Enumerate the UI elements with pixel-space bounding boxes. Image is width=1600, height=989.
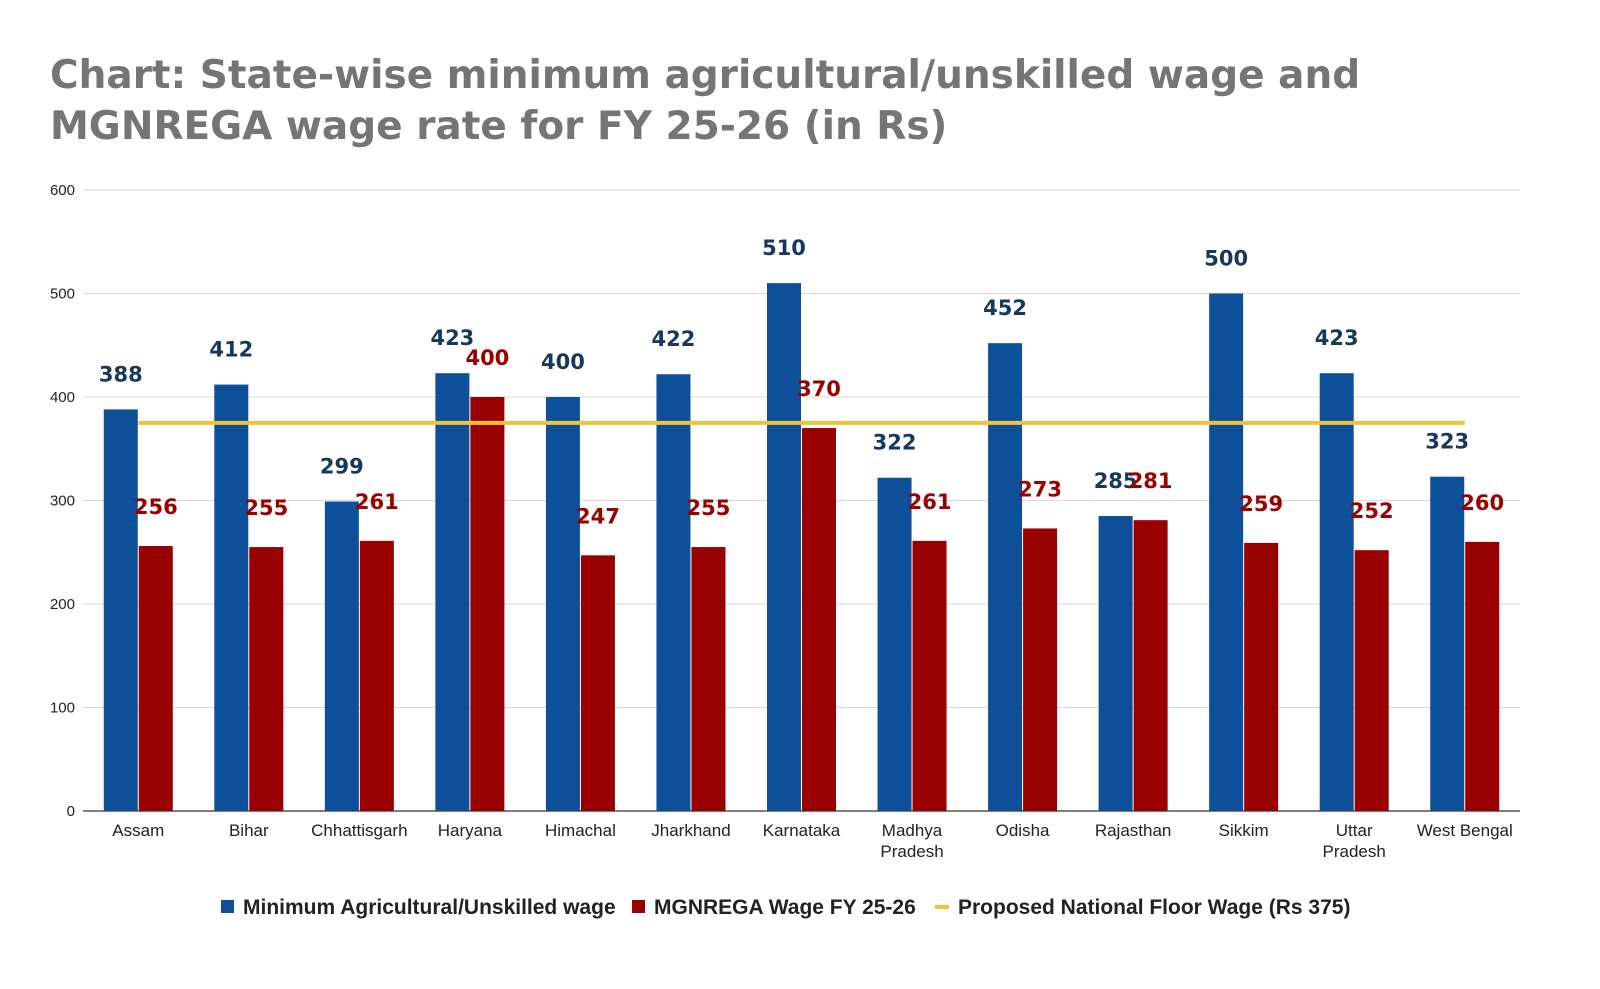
legend: Minimum Agricultural/Unskilled wage MGNRE… [221,896,1350,919]
data-label-mgnrega-wage: 252 [1350,499,1394,523]
x-category-label: West Bengal [1417,821,1513,840]
bar-mgnrega-wage [470,397,505,811]
x-category-label: Odisha [996,821,1050,840]
chart-title-line-2: MGNREGA wage rate for FY 25-26 (in Rs) [50,104,948,149]
legend-swatch-mgnrega-wage [632,900,645,913]
data-label-mgnrega-wage: 273 [1018,477,1062,501]
x-category-label: Chhattisgarh [311,821,407,840]
y-tick-label: 600 [50,182,75,199]
data-label-minimum-wage: 388 [99,362,143,386]
bar-mgnrega-wage [580,555,615,811]
data-label-mgnrega-wage: 400 [465,346,509,370]
legend-label-minimum-wage: Minimum Agricultural/Unskilled wage [243,896,616,919]
x-category-label: Pradesh [1323,842,1386,861]
legend-label-mgnrega-wage: MGNREGA Wage FY 25-26 [654,896,916,919]
data-label-minimum-wage: 412 [209,338,253,362]
data-label-mgnrega-wage: 255 [687,496,731,520]
data-label-minimum-wage: 423 [1315,326,1359,350]
bar-minimum-wage [877,477,912,811]
data-label-minimum-wage: 510 [762,236,806,260]
x-category-label: Karnataka [763,821,841,840]
data-label-minimum-wage: 422 [652,327,696,351]
data-label-minimum-wage: 400 [541,350,585,374]
bar-minimum-wage [988,343,1023,811]
data-label-mgnrega-wage: 255 [244,496,288,520]
legend-label-floor-wage: Proposed National Floor Wage (Rs 375) [958,896,1350,919]
bar-minimum-wage [656,374,691,811]
chart-title-line-1: Chart: State-wise minimum agricultural/u… [50,53,1361,98]
data-label-mgnrega-wage: 259 [1239,492,1283,516]
x-category-label: Madhya [882,821,943,840]
bar-mgnrega-wage [138,546,173,811]
data-label-minimum-wage: 322 [873,431,917,455]
x-category-label: Assam [112,821,164,840]
bar-minimum-wage [1319,373,1354,811]
data-label-mgnrega-wage: 260 [1460,491,1504,515]
y-tick-label: 0 [67,803,75,820]
bar-mgnrega-wage [359,540,394,811]
y-tick-label: 400 [50,389,75,406]
data-label-minimum-wage: 299 [320,455,364,479]
bar-mgnrega-wage [912,540,947,811]
gridlines [83,189,1520,812]
x-axis-labels: Assam Bihar Chhattisgarh Haryana Himachal Jha… [112,821,1512,861]
legend-swatch-minimum-wage [221,900,234,913]
bar-minimum-wage [324,501,359,811]
bar-minimum-wage [103,409,138,811]
chart-title: Chart: State-wise minimum agricultural/u… [50,50,1500,152]
bar-minimum-wage [767,283,801,811]
x-category-label: Uttar [1336,821,1373,840]
x-category-label: Bihar [229,821,269,840]
bar-minimum-wage [1098,516,1133,811]
x-category-label: Himachal [545,821,616,840]
x-category-label: Rajasthan [1095,821,1172,840]
bar-minimum-wage [545,397,580,811]
bar-mgnrega-wage [691,547,726,811]
data-label-mgnrega-wage: 370 [797,377,841,401]
bar-minimum-wage [1209,293,1244,811]
bar-minimum-wage [1430,476,1465,811]
data-label-minimum-wage: 323 [1425,430,1469,454]
data-label-minimum-wage: 423 [430,326,474,350]
data-label-minimum-wage: 500 [1204,247,1248,271]
bar-mgnrega-wage [802,428,836,811]
y-tick-label: 300 [50,493,75,510]
bar-mgnrega-wage [1354,550,1389,811]
x-category-label: Haryana [438,821,503,840]
bar-mgnrega-wage [1244,542,1279,811]
bar-mgnrega-wage [249,547,284,811]
x-category-label: Sikkim [1219,821,1269,840]
data-label-mgnrega-wage: 261 [908,490,952,514]
y-axis-labels: 0 100 200 300 400 500 600 [50,182,75,820]
bar-minimum-wage [435,373,470,811]
x-category-label: Pradesh [880,842,943,861]
bar-mgnrega-wage [1465,541,1500,811]
y-tick-label: 500 [50,286,75,303]
y-tick-label: 100 [50,700,75,717]
data-label-minimum-wage: 452 [983,296,1027,320]
y-tick-label: 200 [50,596,75,613]
bar-mgnrega-wage [1023,528,1058,811]
bar-series [103,283,1500,811]
bar-mgnrega-wage [1133,520,1168,811]
bar-minimum-wage [214,384,249,811]
data-label-minimum-wage: 285 [1094,469,1138,493]
data-label-mgnrega-wage: 281 [1129,469,1173,493]
data-label-mgnrega-wage: 247 [576,504,620,528]
data-label-mgnrega-wage: 256 [134,495,178,519]
data-label-mgnrega-wage: 261 [355,490,399,514]
x-category-label: Jharkhand [651,821,730,840]
